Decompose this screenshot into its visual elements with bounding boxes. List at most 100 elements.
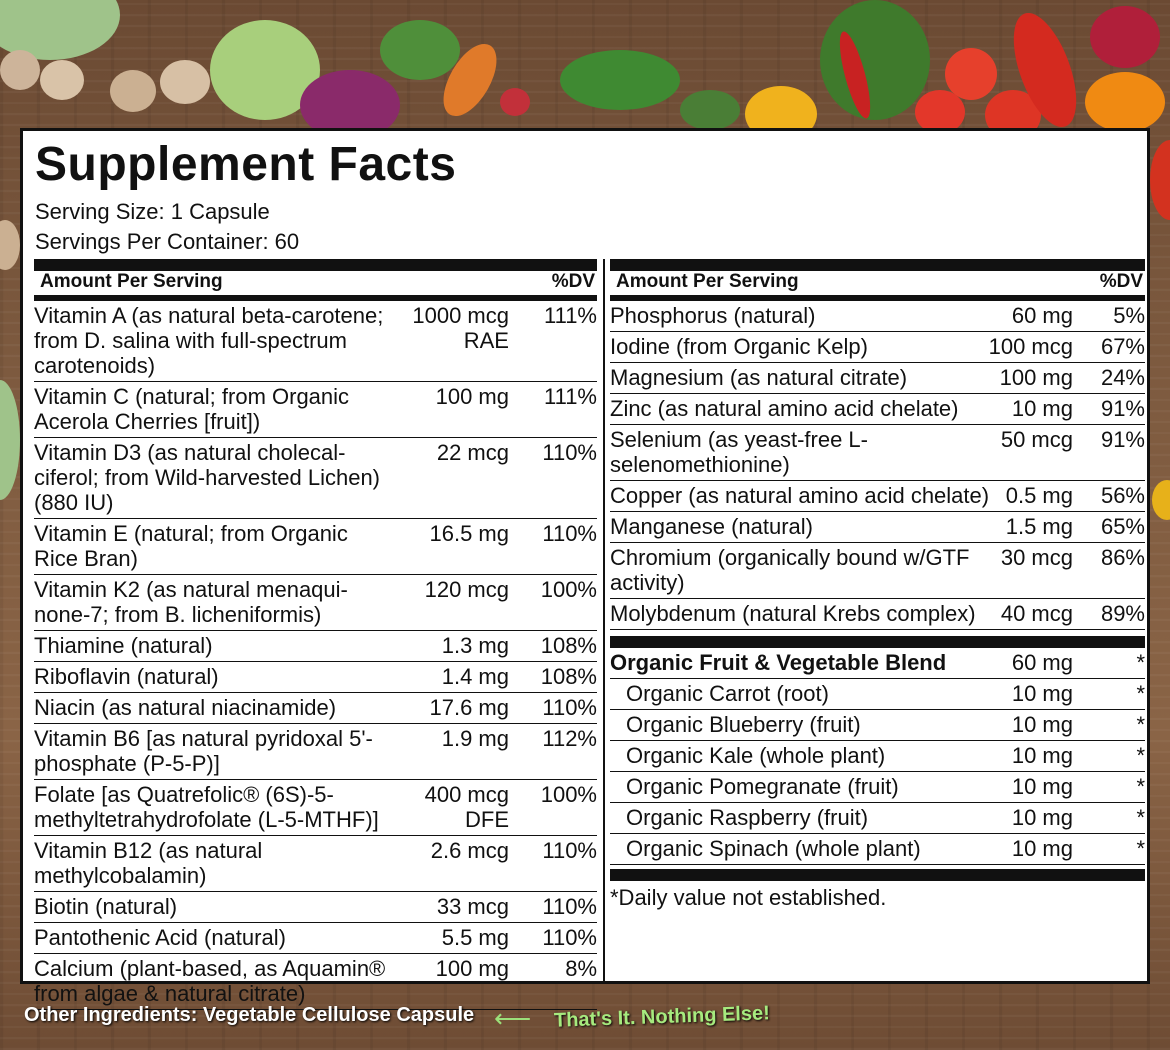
- nutrient-dv: 108%: [540, 664, 597, 689]
- thick-rule: [610, 636, 1145, 648]
- dv-header: %DV: [551, 271, 595, 292]
- nutrient-amount: 120 mcg: [424, 577, 509, 602]
- nutrient-name: Organic Spinach (whole plant): [626, 836, 921, 861]
- nutrient-dv: 56%: [1100, 483, 1145, 508]
- nutrient-row: Vitamin C (natural; from Organic Acerola…: [34, 382, 597, 438]
- nutrient-row: Vitamin E (natural; from Organic Rice Br…: [34, 519, 597, 575]
- nutrient-dv: 91%: [1100, 427, 1145, 452]
- nutrient-dv: 89%: [1100, 601, 1145, 626]
- nutrient-row: Pantothenic Acid (natural) 5.5 mg 110%: [34, 923, 597, 954]
- nutrient-dv: 111%: [543, 303, 597, 328]
- nutrient-name: Organic Blueberry (fruit): [626, 712, 861, 737]
- blend-row: Organic Fruit & Vegetable Blend 60 mg *: [610, 648, 1145, 679]
- nutrient-row: Vitamin A (as natural beta-carotene; fro…: [34, 301, 597, 382]
- nutrient-amount: 1.9 mg: [441, 726, 509, 751]
- nutrient-name: Vitamin A (as natural beta-carotene; fro…: [34, 303, 384, 378]
- nutrient-name: Molybdenum (natural Krebs complex): [610, 601, 976, 626]
- nutrient-dv: *: [1136, 836, 1145, 861]
- nutrient-name: Folate [as Quatrefolic® (6S)-5-methyltet…: [34, 782, 379, 832]
- nutrient-dv: 108%: [540, 633, 597, 658]
- nutrient-row: Calcium (plant-based, as Aquamin® from a…: [34, 954, 597, 1010]
- nutrient-row: Zinc (as natural amino acid chelate) 10 m…: [610, 394, 1145, 425]
- blend-item-list: Organic Carrot (root) 10 mg * Organic Blueb…: [610, 679, 1145, 865]
- blend-amount: 60 mg: [1011, 650, 1073, 675]
- nutrient-amount: 0.5 mg: [1005, 483, 1073, 508]
- right-nutrient-list: Phosphorus (natural) 60 mg 5% Iodine (from …: [610, 301, 1145, 630]
- nutrient-row: Manganese (natural) 1.5 mg 65%: [610, 512, 1145, 543]
- nutrient-amount: 10 mg: [1011, 396, 1073, 421]
- nutrient-name: Organic Pomegranate (fruit): [626, 774, 899, 799]
- nutrient-name: Vitamin K2 (as natural menaqui-none-7; f…: [34, 577, 348, 627]
- nutrient-row: Molybdenum (natural Krebs complex) 40 mcg…: [610, 599, 1145, 630]
- nutrient-dv: 111%: [543, 384, 597, 409]
- nutrient-row: Organic Raspberry (fruit) 10 mg *: [610, 803, 1145, 834]
- nutrient-amount: 10 mg: [1011, 805, 1073, 830]
- nutrient-amount: 10 mg: [1011, 743, 1073, 768]
- nutrient-row: Organic Spinach (whole plant) 10 mg *: [610, 834, 1145, 865]
- nutrient-dv: *: [1136, 681, 1145, 706]
- amount-header: Amount Per Serving: [40, 271, 223, 292]
- nutrient-dv: 112%: [542, 726, 597, 751]
- nutrient-row: Magnesium (as natural citrate) 100 mg 24%: [610, 363, 1145, 394]
- nutrient-dv: 65%: [1100, 514, 1145, 539]
- nutrient-row: Niacin (as natural niacinamide) 17.6 mg 11…: [34, 693, 597, 724]
- nutrient-dv: 100%: [540, 782, 597, 807]
- arrow-left-icon: ⟵: [494, 1003, 532, 1033]
- nutrient-amount: 30 mcg: [1000, 545, 1073, 570]
- nutrient-amount: 50 mcg: [1000, 427, 1073, 452]
- nutrient-name: Organic Kale (whole plant): [626, 743, 886, 768]
- nutrient-dv: 5%: [1113, 303, 1145, 328]
- nutrient-amount: 400 mcg DFE: [424, 782, 509, 832]
- nutrient-dv: 24%: [1100, 365, 1145, 390]
- nutrient-name: Zinc (as natural amino acid chelate): [610, 396, 959, 421]
- nutrient-dv: *: [1136, 743, 1145, 768]
- nutrient-dv: 100%: [540, 577, 597, 602]
- nutrient-row: Selenium (as yeast-free L-selenomethioni…: [610, 425, 1145, 481]
- nutrient-row: Organic Kale (whole plant) 10 mg *: [610, 741, 1145, 772]
- nutrient-row: Phosphorus (natural) 60 mg 5%: [610, 301, 1145, 332]
- left-column: Amount Per Serving %DV Vitamin A (as nat…: [34, 259, 597, 1010]
- nutrient-amount: 5.5 mg: [441, 925, 509, 950]
- page-title: Supplement Facts: [35, 138, 457, 191]
- nutrient-amount: 1.5 mg: [1005, 514, 1073, 539]
- nutrient-amount: 16.5 mg: [429, 521, 510, 546]
- nutrient-name: Organic Raspberry (fruit): [626, 805, 869, 830]
- nutrient-amount: 17.6 mg: [429, 695, 510, 720]
- nutrient-dv: 91%: [1100, 396, 1145, 421]
- nutrient-name: Manganese (natural): [610, 514, 814, 539]
- nutrient-name: Organic Carrot (root): [626, 681, 829, 706]
- nutrient-row: Biotin (natural) 33 mcg 110%: [34, 892, 597, 923]
- nutrient-dv: 67%: [1100, 334, 1145, 359]
- footnote: *Daily value not established.: [610, 885, 887, 910]
- nutrient-amount: 10 mg: [1011, 681, 1073, 706]
- nutrient-dv: 110%: [542, 695, 597, 720]
- nutrient-name: Copper (as natural amino acid chelate): [610, 483, 990, 508]
- column-divider: [603, 259, 605, 981]
- nutrient-dv: 110%: [542, 925, 597, 950]
- nutrient-amount: 1.4 mg: [441, 664, 509, 689]
- other-ingredients: Other Ingredients: Vegetable Cellulose C…: [24, 1004, 475, 1026]
- nutrient-dv: 8%: [565, 956, 597, 981]
- nutrient-row: Riboflavin (natural) 1.4 mg 108%: [34, 662, 597, 693]
- nutrient-amount: 22 mcg: [436, 440, 509, 465]
- nutrient-amount: 2.6 mcg: [430, 838, 509, 863]
- nutrient-dv: 86%: [1100, 545, 1145, 570]
- nutrient-name: Calcium (plant-based, as Aquamin® from a…: [34, 956, 386, 1006]
- nutrient-name: Vitamin D3 (as natural cholecal-ciferol;…: [34, 440, 381, 515]
- nutrient-amount: 60 mg: [1011, 303, 1073, 328]
- nutrient-row: Organic Pomegranate (fruit) 10 mg *: [610, 772, 1145, 803]
- nutrient-name: Vitamin B6 [as natural pyridoxal 5'-phos…: [34, 726, 373, 776]
- nutrient-name: Niacin (as natural niacinamide): [34, 695, 337, 720]
- nutrient-name: Phosphorus (natural): [610, 303, 816, 328]
- nutrient-amount: 40 mcg: [1000, 601, 1073, 626]
- nutrient-amount: 100 mcg: [988, 334, 1073, 359]
- amount-header: Amount Per Serving: [616, 271, 799, 292]
- nutrient-name: Vitamin E (natural; from Organic Rice Br…: [34, 521, 348, 571]
- nutrient-amount: 100 mg: [999, 365, 1073, 390]
- left-nutrient-list: Vitamin A (as natural beta-carotene; fro…: [34, 301, 597, 1010]
- nutrient-row: Vitamin K2 (as natural menaqui-none-7; f…: [34, 575, 597, 631]
- nutrient-dv: 110%: [542, 838, 597, 863]
- blend-name: Organic Fruit & Vegetable Blend: [610, 650, 947, 675]
- nutrient-dv: *: [1136, 712, 1145, 737]
- nutrient-dv: 110%: [542, 440, 597, 465]
